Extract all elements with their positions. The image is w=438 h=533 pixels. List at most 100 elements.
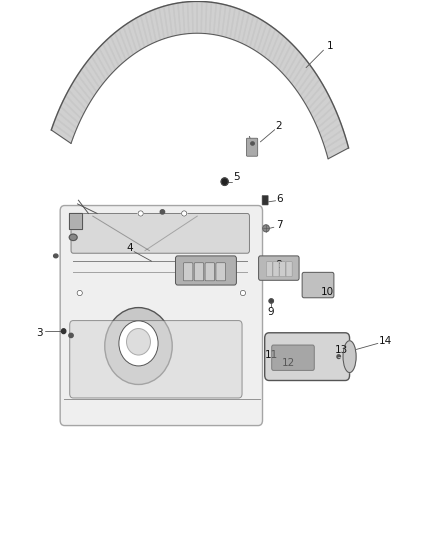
Ellipse shape bbox=[337, 355, 340, 359]
Polygon shape bbox=[234, 9, 244, 42]
Polygon shape bbox=[222, 5, 230, 37]
Polygon shape bbox=[51, 124, 73, 143]
Polygon shape bbox=[115, 29, 130, 60]
Polygon shape bbox=[150, 10, 160, 42]
Polygon shape bbox=[69, 214, 82, 229]
Ellipse shape bbox=[251, 142, 254, 145]
Polygon shape bbox=[327, 142, 349, 159]
FancyBboxPatch shape bbox=[70, 320, 242, 398]
Polygon shape bbox=[66, 90, 86, 114]
Polygon shape bbox=[205, 2, 212, 34]
FancyBboxPatch shape bbox=[176, 256, 237, 285]
FancyBboxPatch shape bbox=[71, 214, 250, 253]
Polygon shape bbox=[141, 13, 152, 45]
Polygon shape bbox=[106, 36, 122, 66]
Polygon shape bbox=[246, 15, 258, 47]
Polygon shape bbox=[136, 15, 148, 47]
Polygon shape bbox=[214, 3, 221, 35]
FancyBboxPatch shape bbox=[205, 263, 215, 281]
Polygon shape bbox=[159, 6, 168, 39]
FancyBboxPatch shape bbox=[265, 333, 350, 381]
Polygon shape bbox=[311, 95, 331, 118]
Polygon shape bbox=[88, 56, 106, 84]
Polygon shape bbox=[295, 65, 313, 92]
Polygon shape bbox=[58, 107, 79, 128]
Ellipse shape bbox=[240, 290, 246, 296]
FancyBboxPatch shape bbox=[216, 263, 226, 281]
FancyBboxPatch shape bbox=[258, 256, 299, 280]
Polygon shape bbox=[297, 70, 317, 96]
Text: 1: 1 bbox=[327, 42, 333, 52]
FancyBboxPatch shape bbox=[266, 262, 272, 277]
Polygon shape bbox=[53, 118, 75, 138]
Polygon shape bbox=[92, 52, 109, 80]
Polygon shape bbox=[173, 3, 180, 35]
Text: 11: 11 bbox=[265, 350, 278, 360]
Polygon shape bbox=[183, 2, 189, 34]
Polygon shape bbox=[85, 61, 102, 88]
FancyBboxPatch shape bbox=[286, 262, 292, 277]
Polygon shape bbox=[127, 21, 141, 52]
FancyBboxPatch shape bbox=[262, 196, 268, 205]
Polygon shape bbox=[300, 75, 320, 100]
Polygon shape bbox=[95, 48, 112, 77]
Polygon shape bbox=[279, 44, 295, 72]
Polygon shape bbox=[250, 18, 262, 50]
Polygon shape bbox=[145, 11, 156, 44]
Polygon shape bbox=[261, 26, 275, 57]
Polygon shape bbox=[123, 23, 137, 54]
Text: 8: 8 bbox=[276, 261, 283, 270]
Polygon shape bbox=[276, 40, 291, 69]
Polygon shape bbox=[313, 101, 334, 123]
Polygon shape bbox=[242, 13, 254, 45]
Ellipse shape bbox=[182, 211, 187, 216]
Polygon shape bbox=[197, 2, 202, 33]
Text: 4: 4 bbox=[127, 243, 133, 253]
Polygon shape bbox=[132, 18, 145, 50]
Text: 10: 10 bbox=[320, 287, 333, 297]
Polygon shape bbox=[154, 8, 164, 40]
Polygon shape bbox=[321, 124, 343, 143]
Polygon shape bbox=[168, 4, 177, 36]
Polygon shape bbox=[320, 118, 341, 138]
Text: 2: 2 bbox=[276, 121, 283, 131]
FancyBboxPatch shape bbox=[60, 206, 262, 425]
Polygon shape bbox=[265, 29, 279, 60]
Polygon shape bbox=[323, 130, 345, 148]
Ellipse shape bbox=[53, 254, 58, 258]
Text: 7: 7 bbox=[276, 220, 283, 230]
Ellipse shape bbox=[343, 341, 356, 373]
Polygon shape bbox=[318, 112, 339, 133]
Text: 3: 3 bbox=[36, 328, 43, 338]
Polygon shape bbox=[78, 70, 97, 96]
Polygon shape bbox=[60, 101, 81, 124]
Polygon shape bbox=[74, 75, 94, 100]
Ellipse shape bbox=[127, 328, 150, 355]
Ellipse shape bbox=[138, 211, 143, 216]
Ellipse shape bbox=[61, 329, 66, 334]
Ellipse shape bbox=[269, 299, 273, 303]
Polygon shape bbox=[178, 2, 185, 35]
FancyBboxPatch shape bbox=[194, 263, 204, 281]
Polygon shape bbox=[119, 26, 133, 58]
FancyBboxPatch shape bbox=[247, 138, 258, 156]
Polygon shape bbox=[282, 47, 299, 76]
Ellipse shape bbox=[77, 290, 82, 296]
Polygon shape bbox=[201, 2, 207, 34]
Polygon shape bbox=[63, 95, 84, 119]
Text: 13: 13 bbox=[335, 345, 348, 356]
Polygon shape bbox=[99, 44, 116, 73]
Ellipse shape bbox=[221, 178, 228, 185]
Polygon shape bbox=[71, 80, 91, 105]
Text: 5: 5 bbox=[233, 172, 240, 182]
Polygon shape bbox=[303, 79, 323, 104]
Polygon shape bbox=[102, 40, 119, 70]
Polygon shape bbox=[209, 2, 216, 35]
FancyBboxPatch shape bbox=[302, 272, 334, 298]
Polygon shape bbox=[187, 2, 193, 34]
FancyBboxPatch shape bbox=[279, 262, 286, 277]
Polygon shape bbox=[285, 52, 303, 80]
Polygon shape bbox=[325, 135, 347, 154]
Polygon shape bbox=[272, 36, 288, 66]
Polygon shape bbox=[238, 11, 249, 43]
